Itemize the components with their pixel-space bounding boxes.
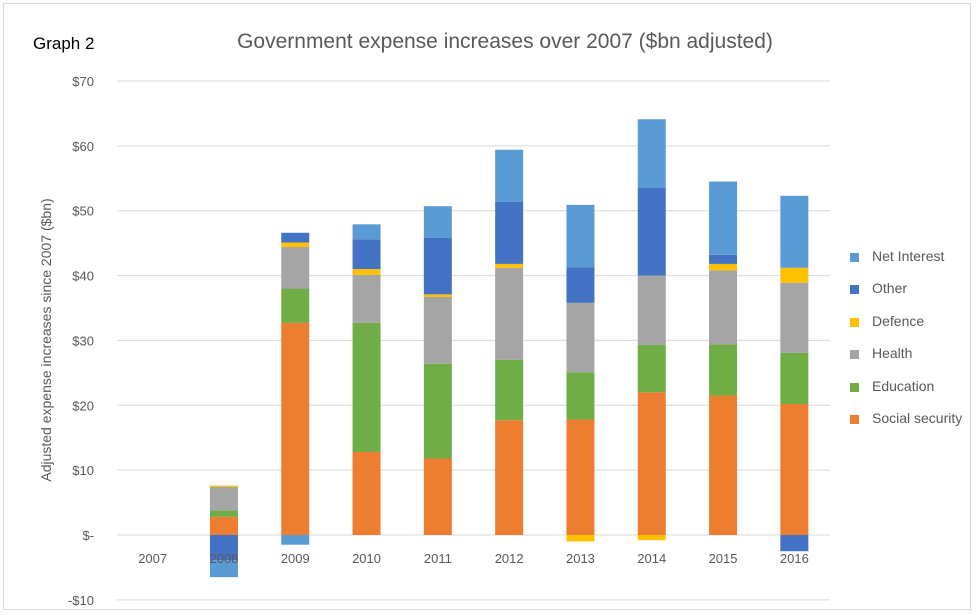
legend-swatch bbox=[850, 317, 859, 327]
x-tick-label: 2007 bbox=[138, 551, 167, 566]
bar-segment bbox=[495, 267, 524, 360]
legend-label: Education bbox=[872, 377, 935, 394]
graph-tag: Graph 2 bbox=[33, 34, 95, 53]
bar-segment bbox=[566, 419, 595, 535]
bar-segment bbox=[637, 119, 666, 189]
legend-label: Social security bbox=[872, 410, 963, 426]
bar-segment bbox=[780, 403, 809, 535]
bar-segment bbox=[780, 282, 809, 353]
bar-segment bbox=[423, 294, 452, 297]
legend-swatch bbox=[850, 285, 859, 295]
bar-segment bbox=[495, 359, 524, 421]
bar-segment bbox=[209, 535, 238, 561]
legend-swatch bbox=[850, 253, 859, 262]
y-tick-label: $70 bbox=[72, 74, 94, 89]
bar-segment bbox=[209, 560, 238, 578]
bar-segment bbox=[780, 352, 809, 404]
bar-segment bbox=[709, 181, 738, 255]
bar-segment bbox=[352, 274, 381, 323]
bar-segment bbox=[709, 344, 738, 396]
bar-segment bbox=[281, 535, 310, 545]
x-tick-label: 2016 bbox=[780, 551, 809, 566]
bar-segment bbox=[209, 516, 238, 535]
y-tick-label: $50 bbox=[72, 204, 94, 219]
legend-label: Defence bbox=[872, 312, 925, 329]
y-tick-label: $60 bbox=[72, 139, 94, 154]
bar-segment bbox=[566, 204, 595, 268]
legend-swatch bbox=[850, 415, 859, 424]
bar-segment bbox=[352, 269, 381, 275]
y-axis-label: Adjusted expense increases since 2007 ($… bbox=[38, 198, 54, 481]
bar-segment bbox=[637, 392, 666, 535]
bar-segment bbox=[495, 201, 524, 264]
bar-segment bbox=[495, 149, 524, 202]
bar-segment bbox=[566, 535, 595, 542]
y-axis-ticks: -$10 $- $10 $20 $30 $40 $50 $60 $70 bbox=[68, 74, 94, 608]
x-tick-label: 2013 bbox=[566, 551, 595, 566]
bar-segment bbox=[281, 288, 310, 323]
chart-frame bbox=[3, 3, 971, 610]
bar-segment bbox=[566, 302, 595, 373]
bar-segment bbox=[209, 487, 238, 511]
bar-segment bbox=[423, 237, 452, 295]
bar-segment bbox=[281, 322, 310, 535]
legend-label: Other bbox=[872, 280, 908, 297]
bar-segment bbox=[637, 275, 666, 345]
x-axis-ticks: 2007 2008 2009 2010 2011 2012 2013 2014 2015 2016 bbox=[138, 551, 809, 566]
legend-swatch bbox=[850, 350, 859, 360]
bar-segment bbox=[423, 363, 452, 459]
bar-segment bbox=[352, 322, 381, 452]
bar-segment bbox=[495, 420, 524, 535]
bar-segment bbox=[637, 535, 666, 541]
bar-segment bbox=[566, 372, 595, 420]
bar-segment bbox=[352, 239, 381, 270]
legend-label: Health bbox=[872, 345, 913, 362]
bar-segment bbox=[709, 254, 738, 264]
x-tick-label: 2014 bbox=[637, 551, 666, 566]
y-tick-label: $40 bbox=[72, 269, 94, 284]
bar-segment bbox=[495, 263, 524, 268]
bar-segment bbox=[281, 242, 310, 248]
bar-segment bbox=[709, 395, 738, 535]
bar-segment bbox=[780, 267, 809, 283]
bar-segment bbox=[352, 451, 381, 535]
y-tick-label: $10 bbox=[72, 463, 94, 478]
bar-segment bbox=[209, 510, 238, 517]
x-tick-label: 2011 bbox=[424, 551, 452, 566]
chart-title: Government expense increases over 2007 (… bbox=[237, 30, 773, 53]
bar-segment bbox=[709, 263, 738, 271]
bar-segment bbox=[423, 296, 452, 364]
x-tick-label: 2009 bbox=[281, 551, 310, 566]
bar-segment bbox=[209, 485, 238, 488]
legend-label: Net Interest bbox=[872, 248, 945, 264]
bars bbox=[209, 119, 809, 578]
x-tick-label: 2012 bbox=[495, 551, 524, 566]
y-tick-label: $30 bbox=[72, 333, 94, 348]
legend-swatch bbox=[850, 382, 859, 392]
y-tick-label: -$10 bbox=[68, 593, 94, 608]
bar-segment bbox=[423, 206, 452, 238]
bar-segment bbox=[423, 458, 452, 535]
bar-segment bbox=[281, 232, 310, 243]
bar-segment bbox=[352, 224, 381, 240]
bar-segment bbox=[637, 188, 666, 276]
bar-segment bbox=[566, 267, 595, 303]
bar-segment bbox=[637, 344, 666, 393]
bar-segment bbox=[709, 270, 738, 345]
bar-segment bbox=[281, 247, 310, 289]
x-tick-label: 2015 bbox=[709, 551, 738, 566]
bar-segment bbox=[780, 195, 809, 268]
bar-segment bbox=[780, 535, 809, 552]
y-tick-label: $20 bbox=[72, 398, 94, 413]
x-tick-label: 2008 bbox=[209, 551, 238, 566]
x-tick-label: 2010 bbox=[352, 551, 381, 566]
y-tick-label: $- bbox=[82, 528, 94, 543]
